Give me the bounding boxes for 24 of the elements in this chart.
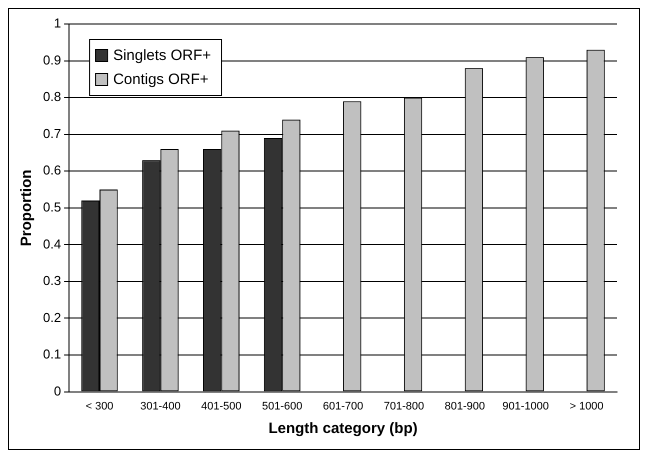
y-tick-label: 0.3 <box>42 273 62 288</box>
x-tick-label: > 1000 <box>570 400 604 412</box>
x-tick-label: 601-700 <box>322 400 364 412</box>
x-tick-label: 901-1000 <box>502 400 549 412</box>
y-tick-label: 0 <box>54 383 62 398</box>
legend-label: Contigs ORF+ <box>113 71 209 88</box>
x-tick-label: 501-600 <box>262 400 302 412</box>
y-tick-label: 0.2 <box>42 310 62 325</box>
y-tick-label: 0.6 <box>42 162 62 178</box>
x-tick-label: 701-800 <box>384 400 424 412</box>
y-tick-label: 0.4 <box>42 236 62 252</box>
y-tick-label: 0.1 <box>42 346 62 362</box>
x-tick-label: 401-500 <box>201 400 242 412</box>
y-tick-label: 0.9 <box>42 52 62 68</box>
x-tick-label: 301-400 <box>140 400 181 412</box>
x-tick-label: < 300 <box>86 400 114 412</box>
y-tick-label: 1 <box>54 16 62 31</box>
y-tick-label: 0.5 <box>42 199 62 214</box>
x-axis-title: Length category (bp) <box>268 420 418 438</box>
y-tick-label: 0.7 <box>42 126 62 141</box>
y-axis-title: Proportion <box>18 170 36 246</box>
x-tick-label: 801-900 <box>444 400 485 412</box>
y-tick-label: 0.8 <box>42 89 62 104</box>
legend-label: Singlets ORF+ <box>113 47 212 64</box>
